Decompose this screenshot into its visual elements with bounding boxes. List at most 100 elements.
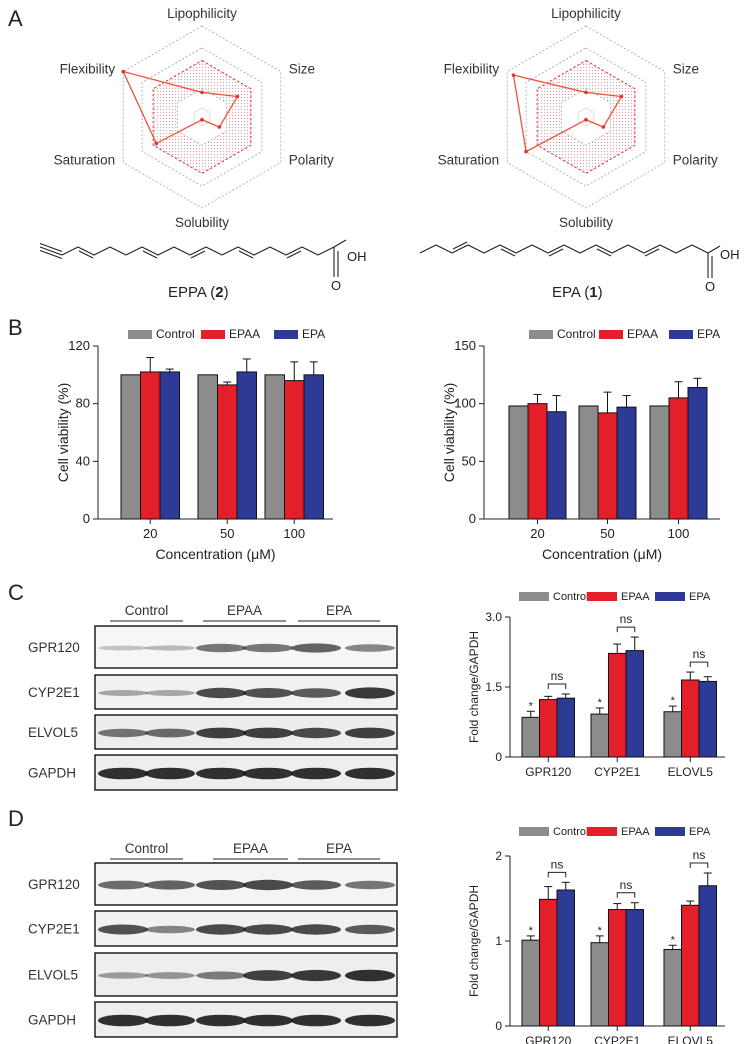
- legend-swatch-control: [128, 330, 152, 339]
- blot-band: [291, 643, 341, 653]
- blot-band: [196, 687, 246, 699]
- significance-star: *: [598, 697, 603, 709]
- y-tick-label: 150: [454, 338, 476, 353]
- bar-control-gpr120: [521, 939, 540, 1027]
- legend-swatch-epaa: [201, 330, 225, 339]
- bar-control-cyp2e1: [590, 942, 609, 1027]
- legend-swatch-epaa: [599, 330, 623, 339]
- blot-row-label-elvol5: ELVOL5: [28, 725, 78, 740]
- blot-group-label-epa: EPA: [326, 841, 352, 856]
- y-tick-label: 1.5: [485, 680, 502, 694]
- bar-control-20: [120, 374, 141, 520]
- ns-bracket: [689, 862, 709, 868]
- y-tick-label: 0: [495, 1019, 502, 1033]
- radar-range-outer: [536, 60, 636, 174]
- bar-epa-elovl5: [698, 680, 717, 758]
- blot-band: [145, 690, 195, 696]
- bar-epaa-gpr120: [539, 898, 558, 1027]
- bar-epaa-100: [668, 397, 689, 520]
- bar-epa-100: [303, 374, 324, 520]
- blot-row-label-elvol5: ELVOL5: [28, 968, 78, 983]
- bar-control-50: [197, 374, 218, 520]
- legend-swatch-epa: [655, 592, 685, 601]
- y-tick-label: 2: [495, 849, 502, 863]
- blot-band: [145, 1014, 195, 1027]
- bar-chart-d: Control EPAA EPA 0 1 2 Fold change/GAPDH GPR120…: [467, 826, 725, 1044]
- legend-label-epa: EPA: [689, 826, 711, 838]
- bar-epa-cyp2e1: [625, 909, 644, 1027]
- blot-group-label-epaa: EPAA: [233, 841, 268, 856]
- blot-band: [345, 880, 395, 890]
- y-axis-title: Cell viability (%): [55, 383, 71, 483]
- bar-chart-b-right: Control EPAA EPA 0 50 100 150 Cell viability (%…: [441, 327, 720, 562]
- blot-band: [98, 880, 148, 890]
- blot-band: [196, 971, 246, 980]
- blot-band: [145, 972, 195, 979]
- blot-group-label-control: Control: [125, 841, 169, 856]
- bar-control-elovl5: [663, 711, 682, 758]
- blot-band: [345, 644, 395, 652]
- ns-bracket: [547, 871, 567, 878]
- y-tick-label: 0: [469, 511, 476, 526]
- blot-band: [345, 969, 395, 982]
- y-tick-label: 80: [76, 396, 90, 411]
- bar-control-100: [649, 405, 670, 520]
- y-tick-label: 50: [462, 453, 476, 468]
- bar-chart-c: Control EPAA EPA 0 1.5 3.0 Fold change/GAPDH GP…: [467, 591, 725, 779]
- blot-group-label-control: Control: [125, 603, 169, 618]
- blot-band: [196, 924, 246, 935]
- blot-band: [98, 924, 148, 935]
- legend-label-epa: EPA: [302, 327, 325, 341]
- legend-swatch-control: [529, 330, 553, 339]
- x-tick-label-100: 100: [283, 526, 305, 541]
- radar-point-lipophilicity: [200, 90, 204, 95]
- radar-point-polarity: [601, 125, 606, 129]
- bar-epaa-100: [284, 380, 305, 520]
- radar-axis-label-solubility: Solubility: [175, 215, 229, 230]
- legend-label-epa: EPA: [697, 327, 720, 341]
- radar-axis-label-size: Size: [289, 62, 315, 77]
- blot-band: [345, 687, 395, 699]
- radar-point-solubility: [584, 117, 588, 122]
- significance-star: *: [598, 925, 603, 937]
- bar-epaa-20: [140, 371, 161, 520]
- bar-control-20: [508, 405, 529, 520]
- blot-band: [243, 767, 293, 780]
- legend-swatch-epaa: [587, 827, 617, 836]
- blot-band: [98, 728, 148, 738]
- x-axis-title: Concentration (μM): [155, 546, 275, 562]
- y-tick-label: 0: [495, 750, 502, 764]
- legend-swatch-epa: [274, 330, 298, 339]
- x-tick-label-cyp2e1: CYP2E1: [594, 1034, 640, 1044]
- ns-label: ns: [693, 848, 706, 862]
- radar-point-flexibility: [511, 73, 516, 77]
- blot-band: [145, 728, 195, 738]
- legend-label-epaa: EPAA: [621, 826, 650, 838]
- y-tick-label: 100: [454, 396, 476, 411]
- blot-row-label-gpr120: GPR120: [28, 877, 80, 892]
- radar-point-polarity: [217, 125, 222, 129]
- y-tick-label: 40: [76, 453, 90, 468]
- blot-row-label-cyp2e1: CYP2E1: [28, 922, 80, 937]
- x-tick-label-elovl5: ELOVL5: [668, 765, 714, 779]
- blot-row-label-gpr120: GPR120: [28, 640, 80, 655]
- radar-axis-label-size: Size: [673, 62, 699, 77]
- x-tick-label-cyp2e1: CYP2E1: [594, 765, 640, 779]
- bar-epaa-cyp2e1: [608, 652, 627, 758]
- blot-band: [291, 767, 341, 780]
- radar-axis-label-flexibility: Flexibility: [444, 62, 500, 77]
- radar-range-outer: [152, 60, 252, 174]
- blot-band: [243, 1014, 293, 1027]
- radar-axis-label-saturation: Saturation: [54, 153, 116, 168]
- blot-band: [345, 727, 395, 739]
- x-tick-label-elovl5: ELOVL5: [668, 1034, 714, 1044]
- x-tick-label-gpr120: GPR120: [525, 765, 571, 779]
- radar-point-saturation: [524, 149, 528, 154]
- ns-bracket: [616, 892, 636, 898]
- blot-group-label-epaa: EPAA: [227, 603, 262, 618]
- x-tick-label-gpr120: GPR120: [525, 1034, 571, 1044]
- significance-star: *: [671, 695, 676, 707]
- blot-band: [291, 688, 341, 698]
- blot-band: [196, 643, 246, 653]
